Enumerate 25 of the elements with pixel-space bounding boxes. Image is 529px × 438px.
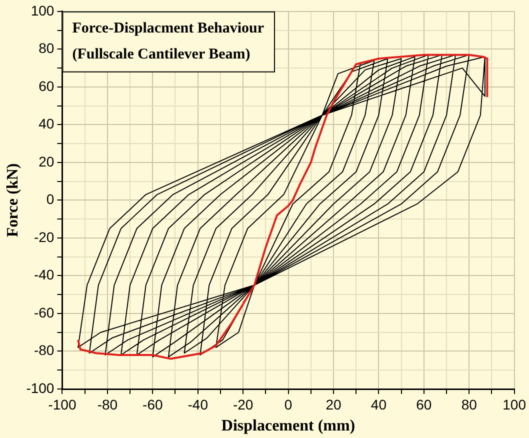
text: (Fullscale Cantilever Beam) — [72, 46, 250, 62]
y-tick-label: 80 — [38, 40, 54, 56]
y-tick-label: 100 — [30, 2, 54, 18]
y-tick-label: -80 — [34, 342, 54, 358]
text: Force-Displacment Behaviour — [72, 20, 264, 36]
x-tick-label: -20 — [232, 396, 254, 412]
y-tick-label: -20 — [34, 228, 54, 245]
x-axis-title: Displacement (mm) — [221, 418, 356, 435]
y-tick-label: -100 — [26, 380, 54, 396]
y-tick-label: 60 — [38, 78, 54, 94]
x-tick-label: 40 — [370, 396, 387, 412]
x-tick-label: 20 — [326, 396, 342, 412]
x-tick-label: 100 — [502, 396, 526, 412]
y-tick-label: 20 — [38, 153, 54, 170]
x-tick-label: 0 — [284, 396, 292, 412]
x-tick-label: 60 — [416, 396, 432, 412]
x-tick-label: -60 — [142, 396, 163, 412]
y-tick-label: -60 — [34, 304, 54, 320]
x-tick-label: -80 — [97, 396, 118, 412]
y-tick-label: 0 — [46, 191, 54, 208]
y-tick-label: -40 — [34, 266, 54, 283]
x-tick-label: 80 — [461, 396, 478, 412]
x-tick-label: -40 — [188, 396, 208, 412]
y-tick-label: 40 — [38, 116, 54, 132]
y-axis-title: Force (kN) — [4, 163, 22, 238]
